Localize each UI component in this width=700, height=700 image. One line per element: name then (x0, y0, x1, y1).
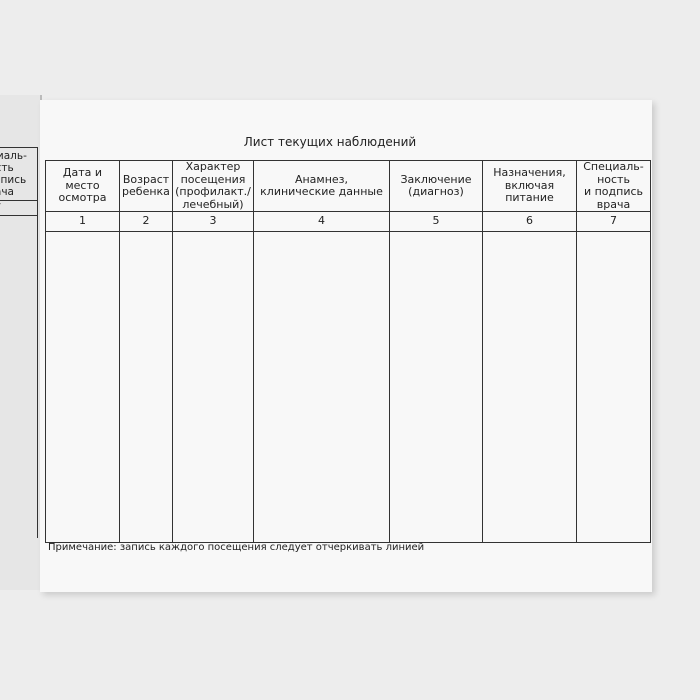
right-page: Лист текущих наблюдений Дата и место осм… (40, 100, 652, 592)
observation-table: Дата и место осмотра Возраст ребенка Харак… (45, 160, 651, 543)
column-number: 5 (389, 211, 483, 232)
page-title: Лист текущих наблюдений (243, 135, 417, 149)
footnote: Примечание: запись каждого посещения сле… (48, 542, 425, 553)
column-number: 2 (119, 211, 173, 232)
column-number: 4 (253, 211, 390, 232)
table-cell (172, 231, 254, 543)
table-cell (45, 231, 120, 543)
left-page-table: Специаль- ность и подпись врача 7 (0, 147, 38, 538)
table-cell (482, 231, 577, 543)
column-header: Возраст ребенка (119, 160, 173, 212)
left-column-body (0, 215, 38, 538)
column-number: 3 (172, 211, 254, 232)
column-header: Назначения, включая питание (482, 160, 577, 212)
column-number: 1 (45, 211, 120, 232)
column-header: Анамнез, клинические данные (253, 160, 390, 212)
table-cell (119, 231, 173, 543)
column-header: Характер посещения (профилакт./ лечебный… (172, 160, 254, 212)
left-column-number: 7 (0, 200, 38, 216)
column-header: Специаль- ность и подпись врача (576, 160, 651, 212)
table-cell (389, 231, 483, 543)
column-header: Дата и место осмотра (45, 160, 120, 212)
column-header: Заключение (диагноз) (389, 160, 483, 212)
left-page: Специаль- ность и подпись врача 7 (0, 95, 42, 590)
table-cell (576, 231, 651, 543)
left-column-header: Специаль- ность и подпись врача (0, 147, 38, 201)
table-cell (253, 231, 390, 543)
column-number: 6 (482, 211, 577, 232)
column-number: 7 (576, 211, 651, 232)
